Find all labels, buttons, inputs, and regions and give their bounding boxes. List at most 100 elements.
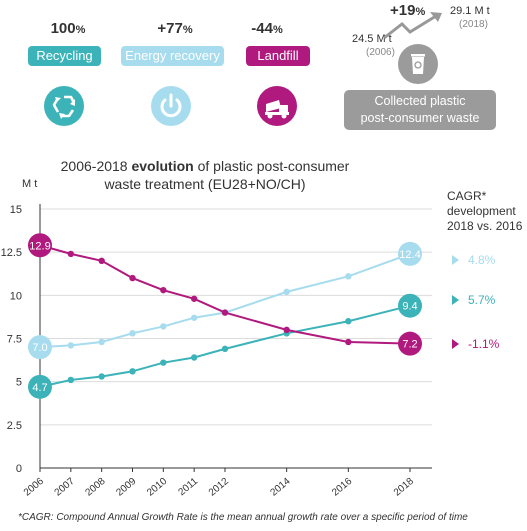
data-point-energy xyxy=(283,288,290,296)
landfill-percent: -44% xyxy=(232,20,302,37)
energy-percent-value: +77 xyxy=(157,20,183,37)
data-point-recycling xyxy=(345,318,352,325)
data-point-landfill xyxy=(221,309,229,316)
x-tick-label: 2009 xyxy=(114,476,138,499)
data-point-recycling xyxy=(98,373,105,380)
data-point-recycling xyxy=(160,359,167,366)
series-line-recycling xyxy=(39,304,411,388)
series-line-energy xyxy=(39,252,411,349)
cagr-heading-line2: development xyxy=(447,204,516,218)
cagr-marker-energy xyxy=(452,255,459,265)
y-tick-label: 15 xyxy=(10,204,22,216)
value-badge-energy xyxy=(398,241,422,266)
x-tick-label: 2014 xyxy=(268,476,292,499)
x-tick-label: 2012 xyxy=(207,476,231,499)
cagr-value-energy: 4.8% xyxy=(468,253,496,267)
value-label-landfill: 7.2 xyxy=(402,339,417,351)
value-label-recycling: 9.4 xyxy=(402,301,417,313)
cagr-marker-recycling xyxy=(452,295,459,305)
x-tick-label: 2018 xyxy=(392,476,416,499)
recycling-percent-value: 100 xyxy=(50,20,76,37)
energy-percent: +77% xyxy=(130,20,220,37)
data-point-landfill xyxy=(345,338,352,346)
x-tick-label: 2006 xyxy=(22,476,46,499)
data-point-recycling xyxy=(67,376,75,384)
power-icon xyxy=(151,86,191,126)
energy-percent-sym: % xyxy=(182,24,193,36)
footnote: *CAGR: Compound Annual Growth Rate is th… xyxy=(18,512,468,523)
value-badge-recycling xyxy=(28,374,52,399)
chart-title-line2: waste treatment (EU28+NO/CH) xyxy=(104,176,306,192)
cagr-heading: CAGR* development 2018 vs. 2016 xyxy=(447,189,522,234)
data-point-energy xyxy=(98,338,105,346)
value-label-energy: 12.4 xyxy=(399,249,420,261)
data-point-energy xyxy=(160,323,167,330)
collected-growth-sym: % xyxy=(415,6,426,18)
collected-end-year: (2018) xyxy=(459,19,488,30)
data-point-landfill xyxy=(98,257,105,264)
data-point-energy xyxy=(345,273,352,280)
collected-growth-value: +19 xyxy=(390,2,416,19)
data-point-recycling xyxy=(221,345,229,353)
x-tick-label: 2010 xyxy=(145,476,169,499)
cagr-value-landfill: -1.1% xyxy=(468,337,500,351)
data-point-energy xyxy=(190,314,198,321)
y-tick-label: 7.5 xyxy=(7,334,22,346)
data-point-energy xyxy=(67,342,75,349)
x-tick-label: 2007 xyxy=(53,476,77,499)
growth-arrow-icon xyxy=(383,12,442,40)
data-point-landfill xyxy=(190,295,198,302)
chart-title-post: of plastic post-consumer xyxy=(193,158,350,174)
y-tick-label: 2.5 xyxy=(7,420,22,432)
dump-truck-icon xyxy=(257,86,297,126)
recycling-label: Recycling xyxy=(28,46,101,66)
line-chart: M t 0 2.5 5 7.5 10 12.5 15 2006 2007 2008 2009 2010 2… xyxy=(1,178,500,499)
y-tick-label: 10 xyxy=(10,290,22,302)
data-point-recycling xyxy=(129,368,136,375)
value-label-energy: 7.0 xyxy=(32,342,47,354)
collected-start-value: 24.5 M t xyxy=(352,33,392,45)
landfill-percent-sym: % xyxy=(272,24,283,36)
data-point-landfill xyxy=(67,250,75,258)
x-tick-label: 2011 xyxy=(177,476,201,499)
data-point-landfill xyxy=(129,274,136,282)
value-badge-recycling xyxy=(398,293,422,318)
data-point-recycling xyxy=(190,354,198,361)
value-badge-energy xyxy=(28,335,52,360)
bin-icon xyxy=(398,44,438,84)
y-axis-label: M t xyxy=(22,178,37,190)
landfill-label: Landfill xyxy=(246,46,310,66)
value-label-landfill: 12.9 xyxy=(29,240,50,252)
collected-start-year: (2006) xyxy=(366,47,395,58)
chart-title-bold: evolution xyxy=(131,158,194,174)
value-badge-landfill xyxy=(28,233,52,258)
energy-label: Energy recovery xyxy=(121,46,224,66)
collected-end-value: 29.1 M t xyxy=(450,5,490,17)
value-badge-landfill xyxy=(398,331,422,356)
recycling-percent-sym: % xyxy=(75,24,86,36)
collected-label-line1: Collected plastic xyxy=(374,94,466,108)
y-tick-label: 5 xyxy=(16,377,22,389)
recycling-percent: 100% xyxy=(28,20,108,37)
x-tick-label: 2008 xyxy=(83,476,107,499)
y-tick-label: 0 xyxy=(16,463,22,475)
cagr-heading-line1: CAGR* xyxy=(447,189,487,203)
collected-label-line2: post-consumer waste xyxy=(360,111,480,125)
chart-title: 2006-2018 evolution of plastic post-cons… xyxy=(60,157,350,193)
cagr-marker-landfill xyxy=(452,339,459,349)
cagr-heading-line3: 2018 vs. 2016 xyxy=(447,219,523,233)
collected-growth: +19% xyxy=(390,2,425,19)
recycle-icon xyxy=(44,86,84,126)
cagr-value-recycling: 5.7% xyxy=(468,293,496,307)
data-point-landfill xyxy=(283,326,290,334)
value-label-recycling: 4.7 xyxy=(32,382,47,394)
chart-title-line1: 2006-2018 evolution of plastic post-cons… xyxy=(60,157,350,175)
y-tick-label: 12.5 xyxy=(1,247,22,259)
data-point-energy xyxy=(129,330,136,337)
collected-label-box: Collected plastic post-consumer waste xyxy=(344,90,496,130)
series-line-landfill xyxy=(39,244,411,345)
x-tick-label: 2016 xyxy=(330,476,354,499)
landfill-percent-value: -44 xyxy=(251,20,273,37)
data-point-landfill xyxy=(160,286,167,294)
chart-title-pre: 2006-2018 xyxy=(60,158,132,174)
